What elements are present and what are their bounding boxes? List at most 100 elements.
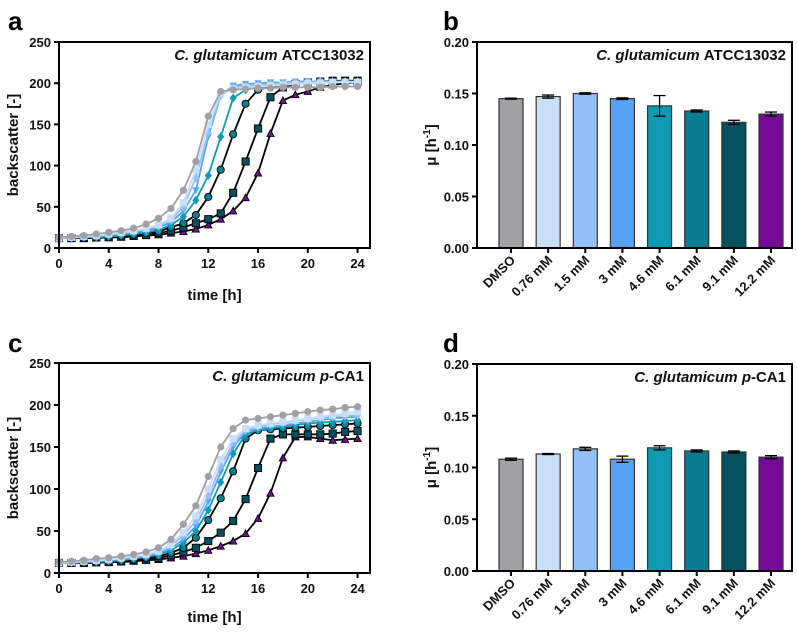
data-point [279, 411, 287, 419]
data-point [329, 411, 337, 419]
data-point [253, 513, 263, 522]
data-point [217, 477, 225, 487]
bar-3-mM [609, 97, 636, 249]
plot-frame [58, 362, 371, 574]
x-tick-label: 3 mM [595, 576, 629, 610]
y-tick-label: 250 [29, 356, 51, 371]
y-axis-label-close: ] [423, 124, 440, 129]
data-point [80, 556, 88, 565]
plot-frame [58, 41, 371, 249]
data-point [328, 435, 338, 444]
y-axis-label-superscript: -1 [422, 129, 433, 138]
y-axis-label: μ [h-1] [422, 124, 440, 165]
x-tick-label: 4 [105, 256, 113, 271]
x-tick-label: 4.6 mM [625, 576, 667, 618]
data-point [266, 93, 275, 102]
data-point [142, 548, 150, 556]
bar-1-5-mM [572, 446, 598, 572]
data-point [117, 227, 125, 235]
data-point [266, 413, 275, 421]
data-point [253, 168, 263, 177]
strain-name: ATCC13032 [704, 47, 786, 64]
data-point [278, 453, 288, 462]
data-point [229, 86, 237, 94]
data-point [279, 418, 287, 426]
bar [684, 110, 710, 249]
data-point [92, 230, 100, 238]
series-9-1-mM [54, 76, 362, 243]
panel-letter: c [8, 328, 22, 358]
data-point [179, 186, 187, 194]
data-point [92, 555, 100, 563]
data-point [192, 157, 200, 166]
y-axis-label-close: ] [423, 447, 440, 452]
data-point [204, 112, 212, 120]
data-point [217, 461, 225, 471]
data-point [216, 214, 226, 223]
data-point [341, 427, 350, 436]
data-point [216, 165, 225, 174]
x-tick-label: 12 [201, 256, 215, 271]
y-axis-label: backscatter [-] [5, 417, 22, 520]
x-tick-label: 16 [251, 581, 265, 596]
bar-3-mM [609, 455, 636, 572]
data-point [229, 93, 237, 103]
data-point [353, 403, 362, 411]
y-tick-label: 100 [29, 159, 51, 174]
data-point [216, 528, 225, 537]
data-point [304, 414, 312, 423]
data-point [291, 416, 299, 424]
data-point [167, 214, 175, 222]
y-axis-label-main: μ [h [423, 138, 440, 166]
data-point [353, 82, 362, 91]
data-point [216, 209, 225, 218]
data-point [105, 228, 113, 236]
y-tick-label: 0.00 [444, 564, 469, 579]
bar-DMSO [498, 457, 524, 572]
panel-letter: b [443, 6, 459, 36]
data-point [341, 82, 349, 91]
data-point [191, 224, 201, 233]
data-point [241, 157, 250, 166]
bar-4-6-mM [646, 445, 673, 572]
data-point [192, 166, 200, 174]
data-point [167, 204, 175, 213]
data-point [279, 83, 287, 91]
x-axis-label: time [h] [187, 609, 241, 626]
data-point [328, 429, 337, 438]
y-tick-label: 100 [29, 482, 51, 497]
data-point [204, 192, 213, 201]
bar [609, 98, 636, 249]
data-point [341, 403, 349, 412]
y-tick-label: 250 [29, 35, 51, 50]
y-axis-label-superscript: -1 [422, 451, 433, 460]
panel-title: C. glutamicum p-CA1 [634, 369, 786, 386]
y-axis-label: μ [h-1] [422, 447, 440, 488]
data-point [80, 232, 88, 240]
data-point [67, 232, 76, 241]
data-point [179, 520, 187, 528]
series-line [59, 79, 358, 240]
y-tick-label: 150 [29, 440, 51, 455]
data-point [353, 78, 362, 86]
data-point [242, 424, 250, 433]
bar [535, 95, 561, 249]
bar [646, 447, 673, 572]
x-axis-label: time [h] [187, 287, 241, 304]
y-tick-label: 0.10 [444, 138, 469, 153]
x-tick-label: 20 [301, 256, 315, 271]
data-point [130, 550, 138, 559]
data-point [303, 430, 312, 439]
data-point [167, 535, 175, 544]
data-point [204, 120, 212, 128]
data-point [203, 220, 213, 229]
strain-prefix: p [741, 369, 751, 386]
y-tick-label: 0.15 [444, 409, 469, 424]
panel-title: C. glutamicum ATCC13032 [596, 47, 786, 64]
x-tick-label: 4 [105, 581, 113, 596]
bar [609, 458, 636, 572]
bar-6-1-mM [684, 449, 710, 572]
panel-title: C. glutamicum ATCC13032 [174, 47, 364, 64]
